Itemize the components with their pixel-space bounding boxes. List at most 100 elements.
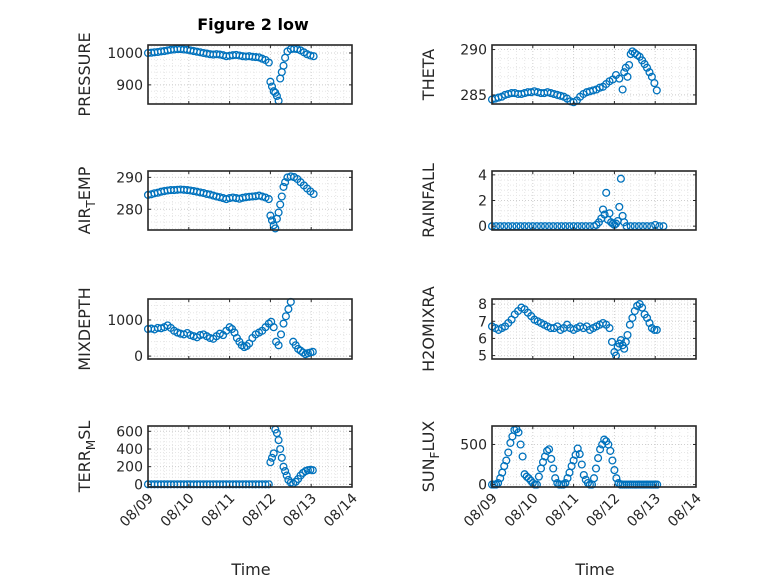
y-axis-label: TERRMSL — [75, 421, 98, 494]
data-point — [653, 480, 662, 489]
y-tick-label: 900 — [116, 78, 143, 94]
data-point — [281, 312, 290, 321]
y-tick-label: 0 — [478, 478, 487, 494]
data-point — [532, 480, 541, 489]
x-axis-label-right: Time — [574, 560, 614, 579]
y-tick-label: 500 — [460, 437, 487, 453]
data-point — [308, 347, 317, 356]
data-point — [610, 466, 619, 475]
figure-title: Figure 2 low — [197, 15, 309, 34]
data-point — [308, 466, 317, 475]
data-point — [577, 460, 586, 469]
data-point — [524, 474, 533, 483]
scatter-series — [143, 297, 317, 359]
data-point — [518, 452, 527, 461]
data-point — [625, 320, 634, 329]
y-tick-label: 290 — [116, 170, 143, 186]
data-point — [616, 174, 625, 183]
y-tick-label: 0 — [134, 477, 143, 493]
axes-box — [147, 170, 353, 231]
data-point — [607, 337, 617, 346]
data-point — [522, 472, 531, 481]
scatter-series — [487, 47, 661, 107]
data-point — [274, 208, 283, 217]
data-point — [615, 202, 624, 211]
scatter-series — [487, 300, 661, 360]
data-point — [595, 83, 604, 92]
data-point — [589, 86, 598, 95]
axes-box — [491, 298, 697, 360]
data-point — [605, 324, 614, 333]
y-axis-label: RAINFALL — [419, 163, 438, 238]
data-point — [502, 456, 511, 465]
y-axis-label: THETA — [419, 49, 438, 101]
data-point — [279, 182, 288, 191]
data-point — [282, 471, 291, 480]
data-point — [274, 436, 283, 445]
data-point — [267, 216, 277, 225]
data-point — [589, 474, 599, 483]
data-point — [652, 325, 661, 334]
data-point — [650, 325, 659, 334]
data-point — [520, 470, 529, 479]
data-point — [258, 192, 267, 201]
data-point — [281, 178, 290, 187]
data-point — [534, 472, 543, 481]
axes-box — [491, 425, 697, 488]
data-point — [281, 467, 290, 476]
y-tick-label: 0 — [478, 219, 487, 235]
data-point — [306, 51, 315, 60]
data-point — [267, 453, 277, 462]
data-point — [628, 313, 637, 322]
grid-lines — [147, 426, 353, 487]
y-tick-label: 4 — [478, 168, 487, 184]
y-tick-label: 2 — [478, 194, 487, 210]
y-tick-label: 1000 — [107, 46, 143, 62]
data-point — [652, 86, 661, 95]
data-point — [276, 200, 285, 209]
data-point — [264, 58, 273, 67]
data-point — [269, 323, 278, 332]
data-point — [638, 303, 647, 312]
data-point — [602, 188, 611, 197]
data-point — [623, 330, 632, 340]
data-point — [547, 454, 556, 463]
data-point — [615, 74, 624, 83]
y-tick-label: 5 — [478, 349, 487, 365]
y-tick-label: 1000 — [107, 313, 143, 329]
subplot-h2omixra: 5 678 H2OMIXRA — [419, 286, 697, 372]
data-point — [494, 93, 503, 102]
data-point — [575, 450, 584, 459]
data-point — [514, 428, 523, 437]
y-tick-label: 0 — [134, 349, 143, 365]
subplot-mixdepth: 0 1000 MIXDEPTH — [75, 287, 353, 371]
data-point — [277, 192, 286, 201]
data-point — [276, 444, 285, 454]
subplot-air_temp: 280 290 AIRTEMP — [75, 166, 353, 234]
y-tick-label: 600 — [116, 424, 143, 440]
data-point — [225, 323, 234, 332]
data-point — [650, 79, 659, 88]
data-point — [284, 305, 293, 314]
data-point — [271, 224, 280, 233]
data-point — [606, 446, 615, 455]
data-point — [612, 474, 621, 483]
y-tick-label: 285 — [460, 88, 487, 104]
data-point — [266, 211, 275, 220]
y-tick-label: 6 — [478, 331, 487, 347]
data-point — [625, 60, 634, 70]
grid-lines — [491, 171, 697, 230]
data-point — [549, 464, 558, 473]
data-point — [296, 471, 305, 480]
scatter-series — [143, 44, 318, 105]
data-point — [279, 319, 288, 328]
data-point — [266, 458, 275, 467]
data-point — [279, 462, 288, 471]
data-point — [543, 446, 552, 455]
data-point — [559, 480, 568, 489]
data-point — [279, 61, 288, 70]
y-axis-label: MIXDEPTH — [75, 287, 94, 370]
data-point — [272, 91, 281, 101]
